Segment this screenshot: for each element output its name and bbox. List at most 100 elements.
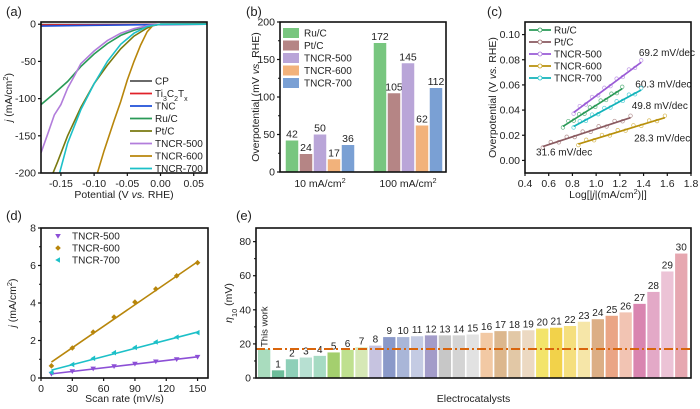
legend-marker	[55, 234, 61, 239]
bar-catalyst-5	[327, 352, 340, 378]
series-line-tncr-500	[41, 23, 207, 154]
data-point-tncr-700	[132, 344, 137, 351]
y-tick-label: 0.08	[500, 54, 521, 66]
bar-ru-c	[285, 140, 299, 172]
bar-number-label: 26	[620, 301, 632, 312]
fit-line-pt-c	[542, 116, 631, 148]
bar-catalyst-3	[299, 357, 313, 378]
bar-number-label: 17	[495, 320, 507, 331]
x-axis-label: Scan rate (mV/s)	[85, 393, 164, 405]
data-point-tncr-500	[90, 366, 96, 372]
bar-tncr-600	[327, 159, 341, 172]
text-span: RHE)	[487, 37, 499, 66]
data-point-tncr-500	[173, 357, 180, 363]
text-span: j	[3, 119, 15, 124]
bar-catalyst-29	[661, 271, 674, 378]
legend-label: Ru/C	[304, 29, 327, 40]
bar-catalyst-16	[480, 332, 493, 378]
data-point-tncr-600	[69, 345, 76, 351]
x-tick-label: 150	[189, 383, 207, 395]
text-span: Log[|	[569, 189, 592, 201]
bar-catalyst-10	[397, 337, 410, 378]
bar-number-label: 20	[537, 318, 549, 329]
text-span: 10 mA/cm	[294, 178, 342, 190]
x-tick-label: 30	[66, 383, 78, 395]
text-span: )	[3, 73, 15, 77]
x-tick-label: 0.4	[518, 178, 533, 190]
y-axis-label: η10 (mV)	[223, 283, 239, 323]
panel-a-lsv-chart: (a) 0 -50 -100 -150 -200 -0.15 -0.10 -0.05 0.00 0.…	[1, 4, 208, 201]
bar-number-label: 16	[481, 322, 493, 333]
bar-catalyst-25	[605, 315, 618, 378]
fit-line-tncr-600	[50, 261, 199, 363]
bar-value-label: 62	[416, 114, 428, 126]
bar-catalyst-8	[369, 345, 382, 378]
bar-tncr-600	[415, 125, 429, 172]
text-span: 2	[634, 187, 638, 196]
bar-number-label: 13	[439, 324, 451, 335]
data-point-tncr-500	[153, 359, 159, 365]
data-point-pt-c	[628, 113, 633, 118]
text-span: C	[167, 89, 174, 100]
text-span: (mV)	[223, 283, 235, 309]
bar-catalyst-21	[549, 327, 563, 378]
text-span: T	[178, 89, 184, 100]
bar-number-label: 10	[398, 326, 410, 337]
bar-number-label: 28	[648, 281, 660, 292]
legend-swatch	[283, 28, 299, 38]
bar-number-label: 15	[467, 324, 479, 335]
x-tick-label: 1.0	[589, 178, 604, 190]
data-point-tncr-500	[69, 369, 76, 375]
legend-label: Ru/C	[554, 26, 577, 37]
bar-number-label: 23	[578, 311, 590, 322]
y-tick-label: 200	[257, 17, 275, 29]
legend-swatch	[283, 53, 299, 63]
y-tick-label: 6	[30, 260, 36, 272]
bar-number-label: 29	[662, 260, 674, 271]
bar-this-work	[258, 349, 271, 378]
bar-value-label: 105	[385, 81, 403, 93]
y-tick-label: 0.10	[500, 29, 521, 41]
legend-label: Ti3C2Tx	[155, 89, 188, 103]
legend-label: TNCR-600	[155, 152, 203, 163]
legend-marker	[55, 257, 60, 263]
text-span: vs.	[250, 61, 262, 74]
bar-value-label: 112	[428, 76, 445, 88]
data-point-tncr-700	[194, 329, 200, 336]
panel-label: (e)	[236, 208, 252, 223]
data-point-tncr-700	[90, 355, 96, 362]
legend-label: TNC	[155, 102, 176, 113]
bar-number-label: 22	[564, 315, 576, 326]
y-tick-label: 0	[30, 373, 36, 385]
x-tick-label: 1.2	[613, 178, 628, 190]
data-point-tncr-600	[111, 314, 117, 320]
text-span: RHE)	[250, 32, 262, 61]
text-span: (mA/cm	[7, 286, 19, 325]
text-span: 10	[230, 309, 239, 317]
legend-label: TNCR-700	[72, 256, 120, 267]
axes-frame	[255, 227, 692, 379]
x-tick-label: 60	[98, 383, 110, 395]
legend-label: TNCR-600	[304, 66, 352, 77]
data-point-tncr-700	[69, 361, 75, 368]
y-axis-label: Overpotential (V vs. RHE)	[487, 37, 499, 158]
bar-number-label: 2	[289, 348, 295, 359]
y-tick-label: 150	[257, 54, 275, 66]
bar-catalyst-14	[452, 335, 465, 378]
bar-catalyst-28	[647, 291, 660, 378]
y-tick-label: -100	[15, 93, 36, 105]
legend-swatch	[283, 65, 299, 76]
legend-marker	[537, 39, 543, 45]
bar-catalyst-7	[355, 347, 368, 378]
text-span: 100 mA/cm	[379, 178, 432, 190]
tafel-slope-label: 31.6 mV/dec	[536, 147, 592, 158]
text-span: vs.	[132, 189, 145, 201]
legend-label: TNCR-500	[155, 139, 203, 150]
data-point-tncr-600	[173, 273, 180, 279]
y-axis-label: j (mA/cm2)	[1, 73, 16, 124]
bar-catalyst-6	[341, 349, 354, 378]
y-tick-label: -50	[21, 56, 36, 68]
text-span: Ti	[155, 89, 163, 100]
text-span: 2	[433, 176, 437, 185]
text-span: x	[184, 96, 188, 103]
